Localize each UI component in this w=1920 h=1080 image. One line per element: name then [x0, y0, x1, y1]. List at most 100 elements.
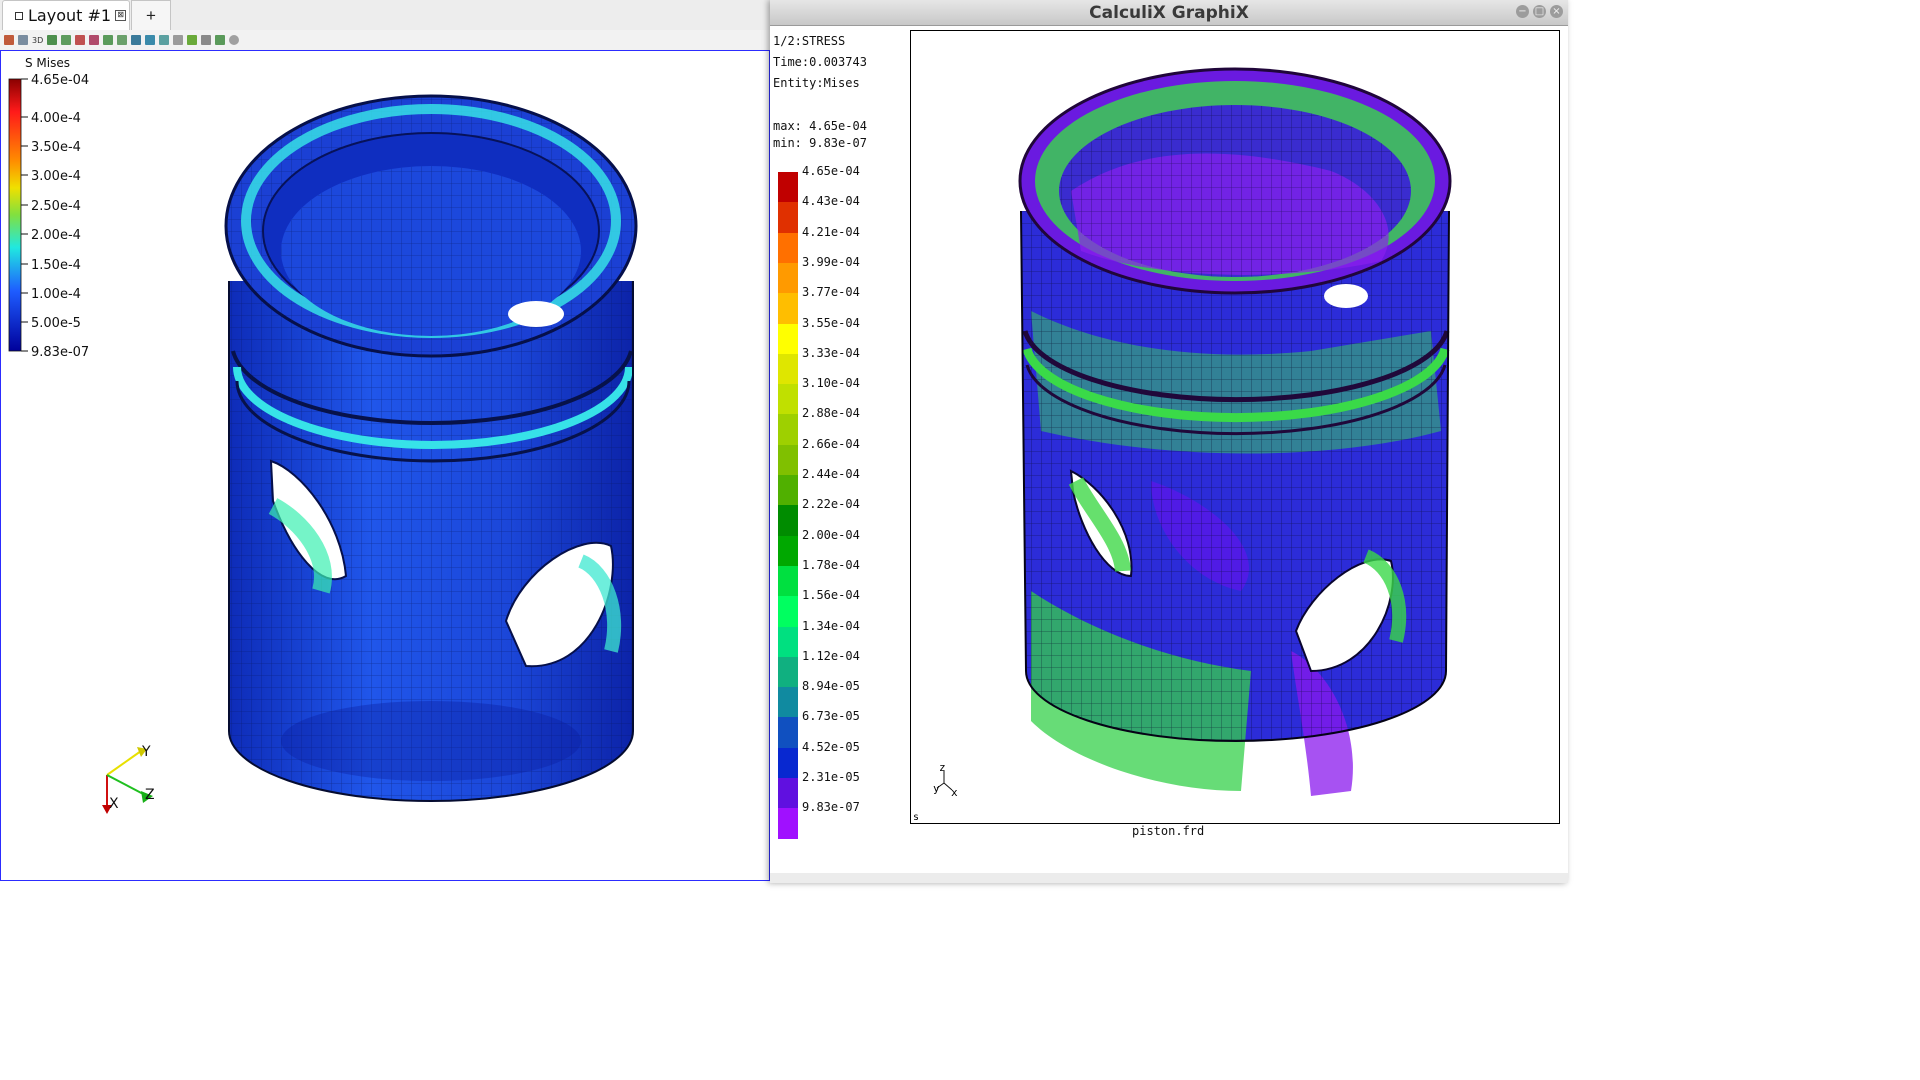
legend-swatch: [778, 232, 798, 264]
legend-label: 3.77e-04: [802, 285, 860, 300]
view-toolbar: 3D: [0, 30, 770, 50]
cgx-viewport[interactable]: z y x s: [910, 30, 1560, 824]
legend-label: 3.10e-04: [802, 376, 860, 391]
cgx-scene: z y x s: [913, 67, 1452, 823]
tab-layout-1[interactable]: Layout #1 ⊠: [2, 0, 130, 30]
legend-label: 2.31e-05: [802, 770, 860, 784]
legend-label: 1.34e-04: [802, 618, 860, 633]
orientation-axes: Y X Z: [102, 744, 155, 814]
legend-label: 2.66e-04: [802, 436, 860, 451]
paraview-scene: S Mises 4.65e-04 4.00e-4 3.50e-4 3.00e-4 2.5…: [8, 56, 638, 814]
cgx-axis-z: z: [939, 761, 946, 774]
select-cells-icon[interactable]: [61, 35, 72, 45]
legend-label: 4.43e-04: [802, 194, 860, 209]
axis-x-label: X: [109, 796, 119, 812]
axis-z-label: Z: [145, 787, 155, 803]
legend-label: 4.65e-04: [31, 73, 89, 88]
cgx-axis-x: x: [951, 786, 958, 799]
legend-swatch: [778, 565, 798, 597]
legend-swatch: [778, 262, 798, 294]
legend-swatch: [778, 626, 798, 658]
legend-swatch: [778, 353, 798, 385]
extract-selection-icon[interactable]: [187, 35, 198, 45]
legend-label: 2.00e-04: [802, 527, 860, 542]
shrink-selection-icon[interactable]: [145, 35, 156, 45]
cgx-window: CalculiX GraphiX − □ × 1/2:STRESS Time:0…: [770, 0, 1568, 883]
legend-swatch: [778, 384, 798, 415]
split-view-icon[interactable]: [4, 35, 14, 45]
info-time: Time:0.003743: [773, 55, 867, 69]
cgx-window-title: CalculiX GraphiX: [1089, 3, 1249, 23]
legend-swatch: [778, 172, 798, 203]
legend-label: 9.83e-07: [31, 345, 89, 360]
cgx-axis-y: y: [933, 782, 940, 795]
axis-y-label: Y: [141, 744, 151, 760]
hover-points-icon[interactable]: [173, 35, 184, 45]
close-button[interactable]: ×: [1550, 5, 1563, 18]
legend-swatch: [778, 687, 798, 718]
select-block-icon[interactable]: [117, 35, 128, 45]
legend-swatch: [778, 414, 798, 446]
paraview-render-view[interactable]: S Mises 4.65e-04 4.00e-4 3.50e-4 3.00e-4 2.5…: [0, 50, 770, 881]
camera-undo-icon[interactable]: [18, 35, 28, 45]
legend-swatch: [778, 444, 798, 476]
info-max: max: 4.65e-04: [773, 119, 867, 133]
capture-icon[interactable]: [47, 35, 58, 45]
legend-label: 6.73e-05: [802, 709, 860, 724]
legend-swatch: [778, 778, 798, 809]
legend-label: 3.55e-04: [802, 315, 860, 330]
legend-swatch: [778, 202, 798, 234]
select-frustum-icon[interactable]: [89, 35, 100, 45]
info-step: 1/2:STRESS: [773, 34, 846, 48]
hover-cells-icon[interactable]: [159, 35, 170, 45]
legend-label: 2.22e-04: [802, 497, 860, 512]
legend-title: S Mises: [25, 56, 70, 70]
info-entity: Entity:Mises: [773, 76, 860, 90]
corner-label: s: [913, 812, 919, 823]
cgx-canvas[interactable]: 1/2:STRESS Time:0.003743 Entity:Mises ma…: [770, 26, 1568, 873]
clear-selection-icon[interactable]: [229, 35, 240, 45]
close-tab-icon[interactable]: ⊠: [115, 10, 127, 21]
legend-swatch: [778, 596, 798, 627]
add-tab-button[interactable]: +: [131, 0, 171, 30]
legend-swatch: [778, 323, 798, 355]
legend-label: 3.00e-4: [31, 169, 81, 184]
piston-model: [224, 94, 638, 802]
legend-label: 1.56e-04: [802, 588, 860, 603]
maximize-button[interactable]: □: [1533, 5, 1546, 18]
paraview-pane: Layout #1 ⊠ + 3D: [0, 0, 770, 883]
legend-label: 8.94e-05: [802, 679, 860, 694]
filename-label: piston.frd: [1132, 824, 1205, 838]
tab-label: Layout #1: [28, 6, 112, 25]
legend-swatch: [778, 293, 798, 324]
legend-label: 2.88e-04: [802, 406, 860, 421]
select-points-icon[interactable]: [75, 35, 86, 45]
piston-model-cgx: [1018, 67, 1452, 796]
legend-label: 2.44e-04: [802, 467, 860, 481]
legend-label: 1.00e-4: [31, 287, 81, 302]
legend-label: 4.21e-04: [802, 224, 860, 239]
legend-label: 1.12e-04: [802, 648, 860, 663]
legend-label: 4.52e-05: [802, 739, 860, 754]
legend-label: 9.83e-07: [802, 800, 860, 815]
legend-label: 5.00e-5: [31, 316, 81, 331]
cgx-axes-triad: z y x: [933, 761, 958, 799]
legend-swatch: [778, 808, 798, 840]
find-data-icon[interactable]: [201, 35, 212, 45]
legend-swatch: [778, 475, 798, 506]
interactive-select-icon[interactable]: [103, 35, 114, 45]
legend-label: 1.78e-04: [802, 557, 860, 572]
minimize-button[interactable]: −: [1516, 5, 1529, 18]
edit-icon[interactable]: [215, 35, 226, 45]
toggle-3d-button[interactable]: 3D: [32, 35, 44, 45]
legend-label: 1.50e-4: [31, 258, 81, 273]
grow-selection-icon[interactable]: [131, 35, 142, 45]
cgx-titlebar[interactable]: CalculiX GraphiX − □ ×: [770, 0, 1568, 26]
legend-label: 4.65e-04: [802, 164, 860, 178]
legend-label: 3.33e-04: [802, 345, 860, 360]
layout-icon: [15, 11, 23, 20]
legend-label: 4.00e-4: [31, 111, 81, 126]
tab-strip: Layout #1 ⊠ +: [0, 0, 770, 30]
legend-label: 2.50e-4: [31, 199, 81, 214]
legend-swatch: [778, 505, 798, 537]
